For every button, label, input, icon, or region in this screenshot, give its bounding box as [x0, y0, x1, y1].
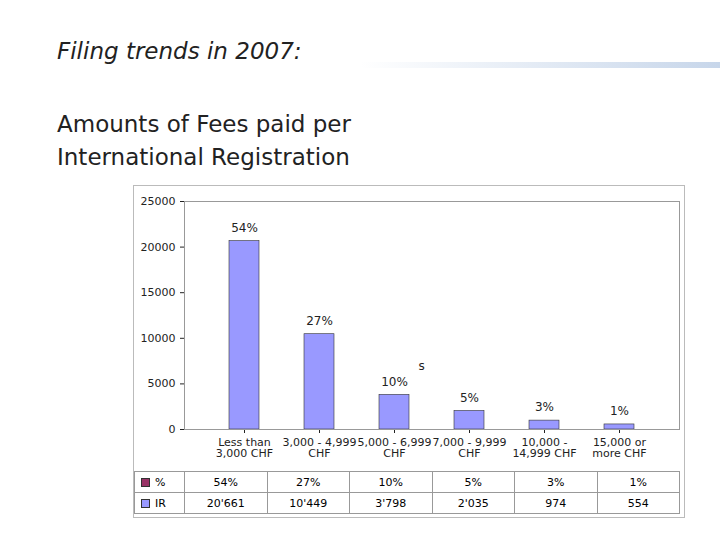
html-text:27%: 27% [296, 475, 321, 489]
svg-text:Less than3,000 CHF: Less than3,000 CHF [216, 436, 273, 460]
html-text:54%: 54% [213, 475, 238, 489]
svg-text:27%27: 27%27 [306, 314, 333, 328]
svg-text:5%5: 5%5 [460, 391, 479, 405]
html-text:554: 554 [627, 496, 649, 510]
svg-text:5000: 5000 [148, 377, 176, 390]
html-text:1%: 1% [629, 475, 647, 489]
svg-text:20000: 20000 [141, 241, 176, 254]
html-text:Filing trends in 2007:: Filing trends in 2007: [57, 38, 302, 64]
svg-text:10000: 10000 [141, 332, 176, 345]
svg-text:7,000 - 9,999CHF: 7,000 - 9,999CHF [433, 436, 507, 460]
svg-text:3%3: 3%3 [535, 400, 554, 414]
html-text:3%: 3% [547, 475, 565, 489]
html-text:5%: 5% [464, 475, 482, 489]
html-text:Amounts of Fees paid per Inter: Amounts of Fees paid per International R… [57, 111, 351, 170]
svg-text:10,000 -14,999 CHF: 10,000 -14,999 CHF [512, 436, 576, 460]
svg-text:1%1: 1%1 [610, 404, 629, 418]
svg-text:5,000 - 6,999CHF: 5,000 - 6,999CHF [358, 436, 432, 460]
svg-text:10%10: 10%10 [381, 375, 408, 389]
svg-text:25000: 25000 [141, 195, 176, 208]
html-text:974: 974 [545, 496, 567, 510]
svg-text:3,000 - 4,999CHF: 3,000 - 4,999CHF [283, 436, 357, 460]
html-text:10%: 10% [378, 475, 403, 489]
svg-text:15,000 ormore CHF: 15,000 ormore CHF [592, 436, 646, 460]
svg-text:15000: 15000 [141, 286, 176, 299]
html-text:2'035: 2'035 [457, 496, 489, 510]
svg-text:54%54: 54%54 [231, 221, 258, 235]
svg-text:0: 0 [169, 423, 176, 436]
html-text:20'661: 20'661 [206, 496, 245, 510]
html-text:3'798: 3'798 [375, 496, 407, 510]
html-text:10'449: 10'449 [289, 496, 328, 510]
svg-text:s: s [419, 359, 425, 373]
html-text:IR: IR [155, 496, 166, 510]
